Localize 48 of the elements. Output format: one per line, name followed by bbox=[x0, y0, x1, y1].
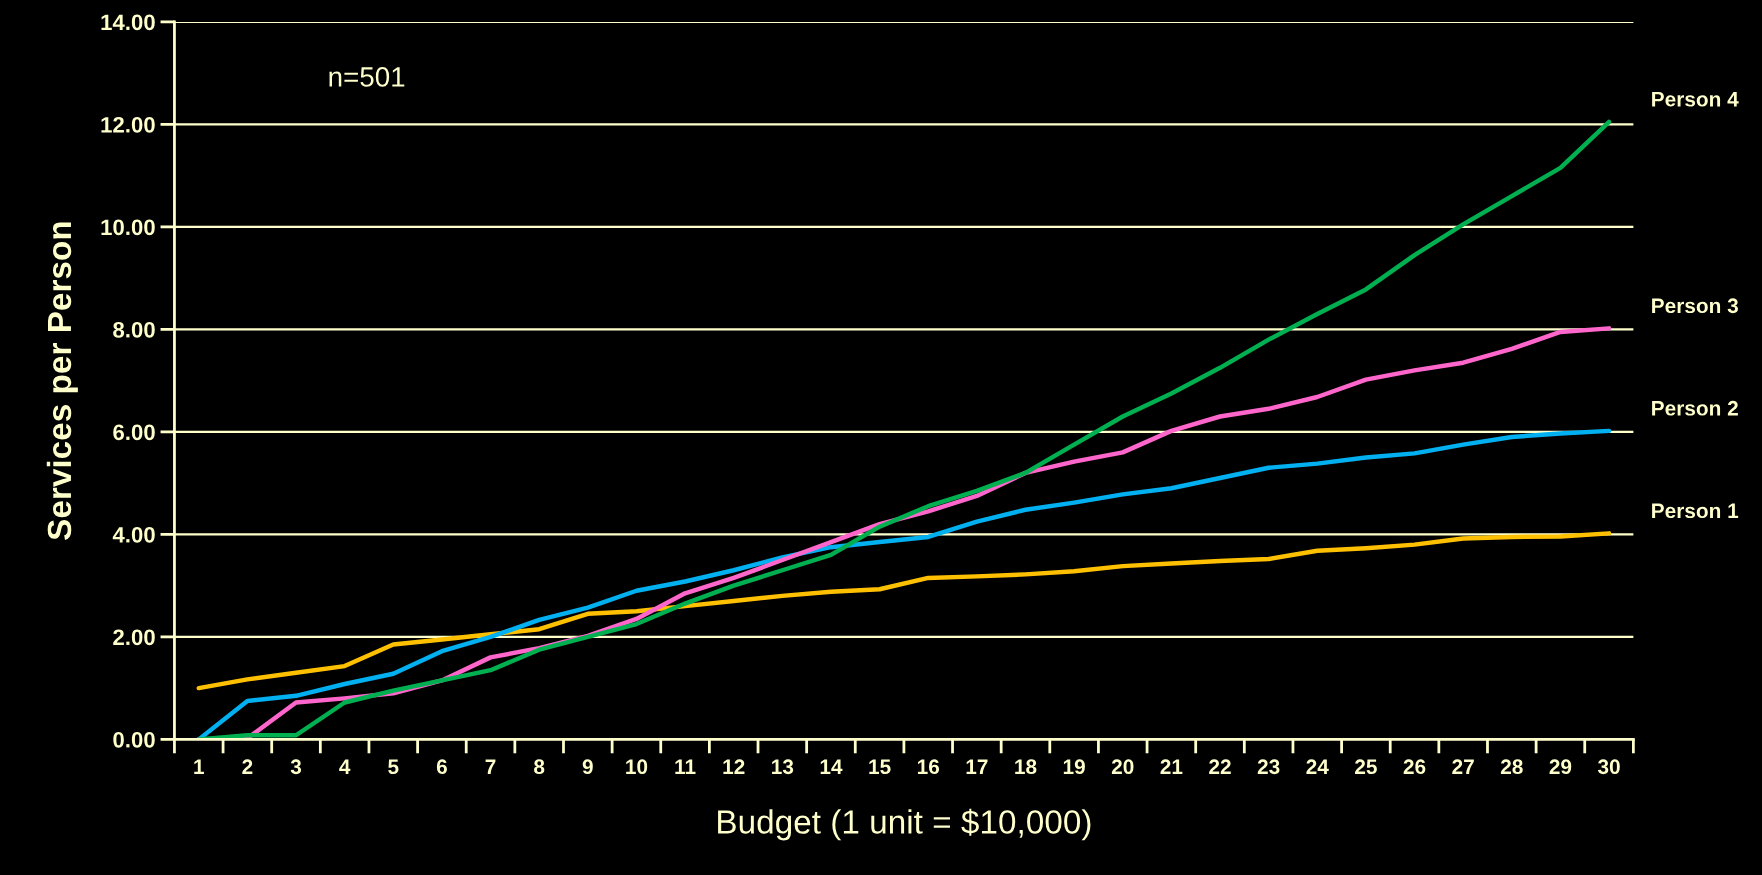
y-tick-label: 2.00 bbox=[113, 629, 155, 646]
x-tick-label: 1 bbox=[194, 759, 204, 774]
text: Person 3 bbox=[1652, 298, 1738, 314]
x-tick-label: 27 bbox=[1452, 759, 1474, 774]
line-series bbox=[196, 531, 1612, 691]
x-tick-label: 7 bbox=[485, 759, 496, 774]
x-tick-label: 10 bbox=[626, 759, 648, 775]
y-axis-title: Services per Person bbox=[46, 222, 78, 540]
x-tick-label: 13 bbox=[772, 759, 794, 775]
x-tick-label: 6 bbox=[436, 759, 447, 775]
x-tick-label: 19 bbox=[1063, 759, 1085, 775]
x-tick-label: 26 bbox=[1403, 759, 1426, 775]
x-tick-label: 30 bbox=[1597, 759, 1620, 775]
x-tick-label: 17 bbox=[966, 759, 988, 774]
x-tick-label: 5 bbox=[388, 759, 399, 775]
x-tick-label: 12 bbox=[723, 759, 745, 774]
x-tick-label: 20 bbox=[1111, 759, 1134, 775]
y-tick-label: 14.00 bbox=[101, 14, 155, 31]
x-tick-label: 4 bbox=[339, 759, 351, 774]
x-tick-label: 24 bbox=[1306, 759, 1329, 774]
x-tick-label: 8 bbox=[534, 759, 545, 775]
text: Person 2 bbox=[1652, 400, 1738, 416]
x-tick-label: 14 bbox=[820, 759, 843, 774]
x-tick-label: 25 bbox=[1355, 759, 1377, 775]
line-series bbox=[196, 119, 1612, 740]
x-tick-label: 23 bbox=[1257, 759, 1280, 775]
text: Person 1 bbox=[1652, 503, 1739, 519]
y-tick-label: 0.00 bbox=[113, 731, 155, 748]
text: Person 4 bbox=[1652, 92, 1739, 107]
x-tick-label: 3 bbox=[290, 759, 302, 775]
x-tick-label: 22 bbox=[1209, 759, 1231, 774]
x-tick-label: 11 bbox=[675, 759, 696, 774]
x-tick-label: 15 bbox=[869, 759, 891, 775]
x-tick-label: 2 bbox=[242, 759, 253, 774]
x-tick-label: 29 bbox=[1549, 759, 1572, 775]
line-series bbox=[196, 428, 1612, 740]
y-tick-label: 10.00 bbox=[101, 219, 155, 236]
y-tick-label: 4.00 bbox=[112, 526, 155, 543]
y-tick-label: 6.00 bbox=[113, 424, 155, 441]
x-tick-label: 21 bbox=[1160, 759, 1183, 774]
annotation: n=501 bbox=[329, 67, 405, 87]
y-tick-label: 12.00 bbox=[101, 116, 155, 133]
y-tick-label: 8.00 bbox=[113, 321, 155, 338]
x-tick-label: 18 bbox=[1015, 759, 1037, 775]
x-axis-title: Budget (1 unit = $10,000) bbox=[718, 808, 1091, 841]
x-tick-label: 16 bbox=[917, 759, 940, 775]
x-tick-label: 9 bbox=[582, 759, 593, 775]
x-tick-label: 28 bbox=[1500, 759, 1523, 775]
